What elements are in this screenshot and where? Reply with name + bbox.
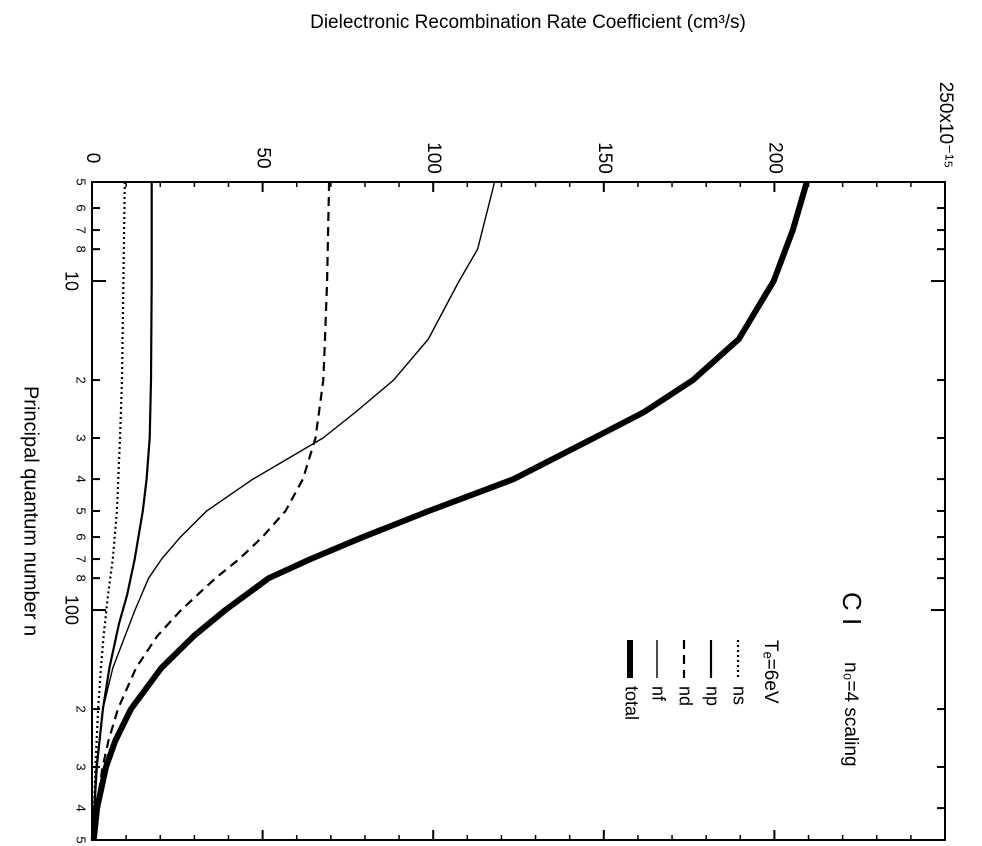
n-tick-label: 5	[74, 836, 89, 843]
value-tick-label: 200	[764, 142, 785, 174]
ion-annotation: C I	[837, 592, 867, 625]
n-tick-label: 3	[74, 434, 89, 441]
n-tick-label: 2	[74, 705, 89, 712]
n-tick-label: 8	[74, 575, 89, 582]
legend-label-ns: ns	[729, 686, 749, 705]
n-tick-label: 5	[74, 178, 89, 185]
series-total	[90, 181, 810, 841]
value-tick-label: 100	[423, 142, 444, 174]
n-tick-label: 3	[74, 763, 89, 770]
n-tick-label: 8	[74, 246, 89, 253]
legend-label-nf: nf	[648, 686, 668, 702]
n-tick-label: 2	[74, 376, 89, 383]
n-tick-label: 6	[74, 204, 89, 211]
n-tick-label: 10	[61, 271, 81, 291]
value-tick-label: 0	[82, 153, 103, 164]
n-tick-label: 6	[74, 533, 89, 540]
legend-label-nd: nd	[675, 686, 695, 706]
series-lines	[90, 181, 810, 841]
n-tick-label: 7	[74, 226, 89, 233]
n-tick-label: 7	[74, 555, 89, 562]
n-axis-label: Principal quantum number n	[20, 386, 42, 636]
legend-label-total: total	[621, 686, 641, 720]
scaling-annotation: n₀=4 scaling	[840, 662, 861, 767]
series-nd	[91, 181, 331, 841]
value-tick-label: 50	[253, 147, 274, 168]
n-tick-label: 4	[74, 475, 89, 482]
chart-title: Dielectronic Recombination Rate Coeffici…	[310, 12, 746, 33]
value-scale-label: 250x10⁻¹⁵	[935, 82, 956, 169]
n-tick-label: 5	[74, 507, 89, 514]
temperature-annotation: Tₑ=6eV	[760, 640, 781, 704]
plot-frame	[91, 181, 946, 841]
ticks	[91, 181, 945, 841]
n-tick-label: 4	[74, 804, 89, 811]
series-nf	[92, 181, 496, 841]
chart-text: 0 50 100 150 200 250x10⁻¹⁵ 5 6 7 8 10 2 3 4 5 6 7 8 100 2 3 4…	[20, 82, 956, 844]
legend-label-np: np	[702, 686, 722, 706]
value-tick-label: 150	[594, 142, 615, 174]
n-tick-label: 100	[61, 595, 81, 625]
